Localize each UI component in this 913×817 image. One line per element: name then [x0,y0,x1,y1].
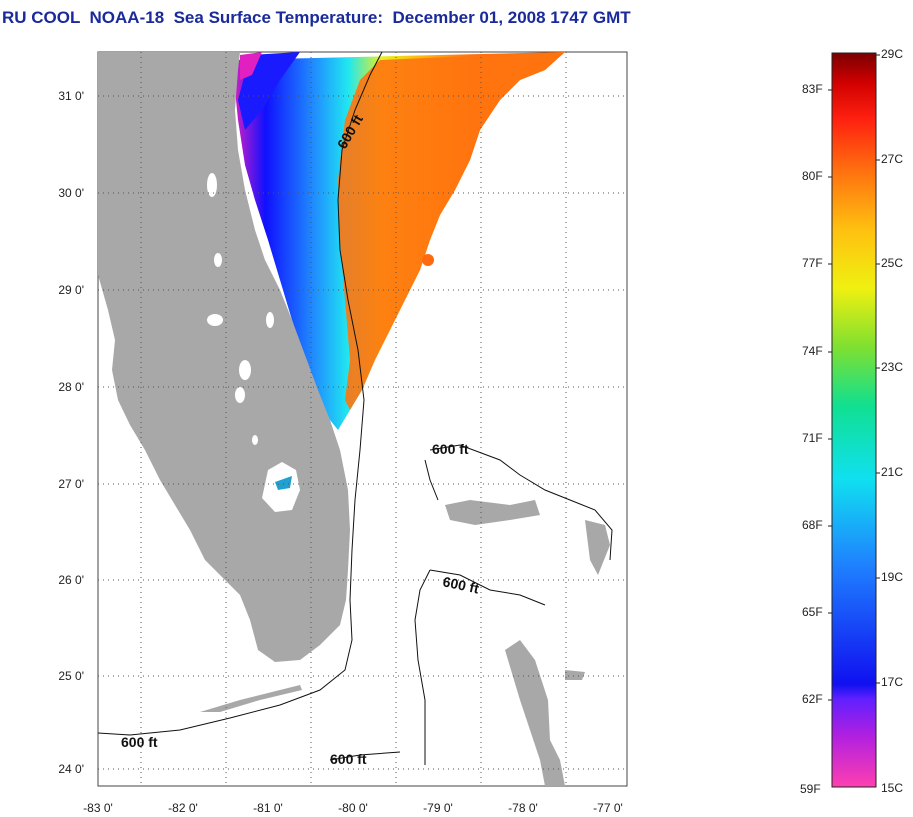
colorbar-label-c: 19C [881,570,904,584]
colorbar-label-c: 27C [881,152,904,166]
colorbar-label-f: 80F [802,169,823,183]
colorbar-label-c: 23C [881,360,904,374]
colorbar-ticks [828,54,880,701]
x-tick-label: -80 0' [338,801,368,815]
colorbar-label-c: 21C [881,465,904,479]
colorbar-label-f: 68F [802,518,823,532]
x-tick-label: -77 0' [593,801,623,815]
x-tick-label: -81 0' [253,801,283,815]
x-tick-label: -78 0' [508,801,538,815]
colorbar-label-c: 15C [881,781,904,795]
contour-label: 600 ft [330,751,367,767]
contour-label: 600 ft [121,734,158,750]
colorbar-scale [831,52,877,788]
colorbar-label-f: 59F [800,782,821,796]
y-tick-label: 28 0' [58,380,84,394]
map-title: RU COOL NOAA-18 Sea Surface Temperature:… [2,8,631,27]
x-tick-label: -83 0' [83,801,113,815]
isobath-contours [97,51,613,765]
y-tick-label: 30 0' [58,186,84,200]
colorbar-label-c: 29C [881,47,904,61]
x-tick-label: -82 0' [168,801,198,815]
contour-label: 600 ft [441,573,480,596]
x-tick-labels: -83 0' -82 0' -81 0' -80 0' -79 0' -78 0… [83,801,623,815]
colorbar [828,52,880,788]
y-tick-label: 26 0' [58,573,84,587]
colorbar-label-f: 77F [802,256,823,270]
y-tick-label: 25 0' [58,669,84,683]
colorbar-label-c: 25C [881,256,904,270]
contour-label: 600 ft [432,441,469,457]
grid [98,52,627,786]
bahamas-land [445,500,610,786]
sst-swath [232,52,565,430]
y-tick-label: 29 0' [58,283,84,297]
y-tick-label: 24 0' [58,762,84,776]
colorbar-label-f: 74F [802,344,823,358]
colorbar-label-f: 83F [802,82,823,96]
colorbar-label-c: 17C [881,675,904,689]
colorbar-label-f: 71F [802,431,823,445]
x-tick-label: -79 0' [423,801,453,815]
y-tick-label: 27 0' [58,477,84,491]
colorbar-label-f: 65F [802,605,823,619]
colorbar-label-f: 62F [802,692,823,706]
y-tick-labels: 24 0' 25 0' 26 0' 27 0' 28 0' 29 0' 30 0… [58,89,84,776]
y-tick-label: 31 0' [58,89,84,103]
